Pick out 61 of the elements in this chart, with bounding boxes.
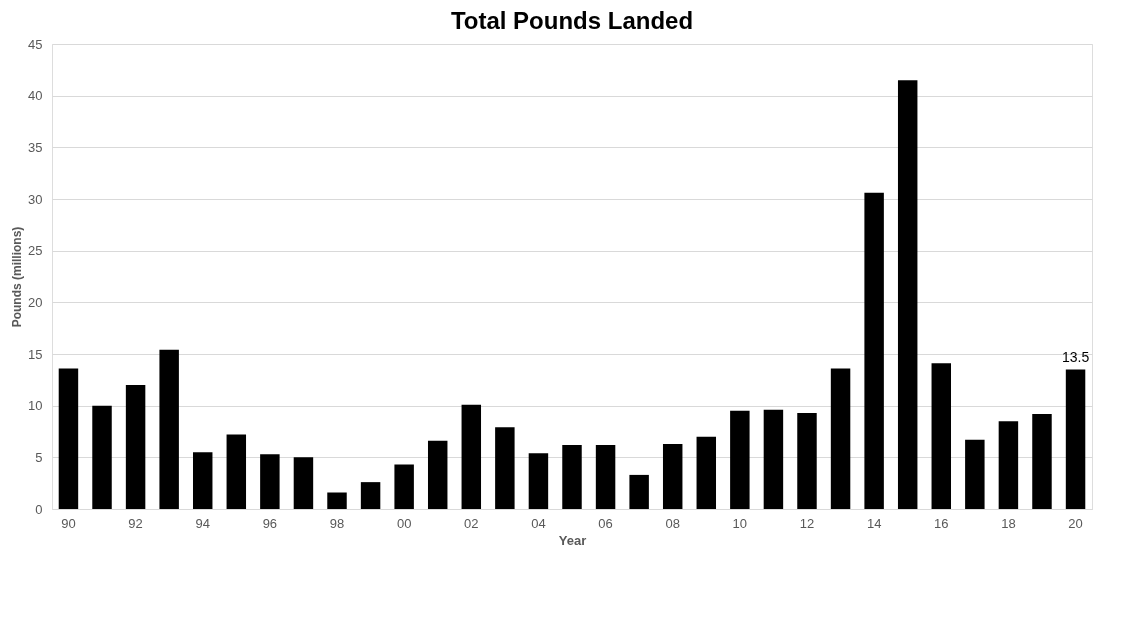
bar <box>965 439 985 509</box>
bar <box>260 454 280 509</box>
bar <box>360 482 381 509</box>
y-tick-label: 5 <box>35 449 43 465</box>
bar <box>495 427 515 509</box>
bar <box>528 453 549 509</box>
y-tick-label: 40 <box>28 88 43 104</box>
x-tick-label: 90 <box>61 515 76 531</box>
x-tick-label: 16 <box>934 515 949 531</box>
x-tick-label: 96 <box>262 515 278 531</box>
bar <box>897 80 918 509</box>
x-tick-label: 02 <box>464 515 479 531</box>
y-tick-label: 0 <box>35 501 43 517</box>
bar <box>1065 369 1086 509</box>
bar <box>730 410 750 509</box>
bar <box>830 368 851 509</box>
bar <box>998 421 1019 509</box>
x-tick-label: 18 <box>1001 515 1016 531</box>
y-tick-label: 30 <box>28 191 43 207</box>
y-tick-label: 35 <box>28 139 43 155</box>
bar <box>1032 413 1052 509</box>
y-tick-label: 25 <box>28 243 43 259</box>
bar <box>293 457 314 509</box>
bar <box>595 444 616 509</box>
x-tick-label: 92 <box>128 515 143 531</box>
bar <box>562 444 582 509</box>
x-tick-label: 08 <box>665 515 680 531</box>
bar <box>192 452 213 509</box>
chart-title: Total Pounds Landed <box>450 7 694 34</box>
x-tick-label: 00 <box>396 515 412 531</box>
bar <box>797 412 817 509</box>
bar <box>763 409 784 509</box>
bar <box>327 492 347 509</box>
x-tick-label: 98 <box>329 515 345 531</box>
bar <box>92 405 112 509</box>
y-tick-label: 10 <box>28 398 43 414</box>
bar <box>696 436 717 509</box>
bar <box>394 464 414 509</box>
bar <box>461 404 482 509</box>
x-tick-label: 20 <box>1068 515 1083 531</box>
x-tick-label: 10 <box>732 515 748 531</box>
bar <box>125 385 146 509</box>
bar <box>629 474 649 509</box>
x-tick-label: 04 <box>531 515 546 531</box>
bar <box>931 363 952 509</box>
y-tick-label: 20 <box>28 294 43 310</box>
y-tick-label: 45 <box>28 36 43 52</box>
x-tick-label: 06 <box>598 515 613 531</box>
bar <box>226 434 247 509</box>
bar <box>427 440 448 509</box>
x-tick-label: 94 <box>195 515 210 531</box>
x-axis-title: Year <box>558 532 587 548</box>
bar <box>662 443 683 509</box>
y-axis-title: Pounds (millions) <box>10 226 25 328</box>
x-tick-label: 14 <box>866 515 882 531</box>
bar <box>58 368 79 509</box>
y-tick-label: 15 <box>28 346 43 362</box>
bar <box>864 192 884 509</box>
x-tick-label: 12 <box>799 515 815 531</box>
data-label: 13.5 <box>1061 348 1090 365</box>
bar <box>159 349 179 509</box>
